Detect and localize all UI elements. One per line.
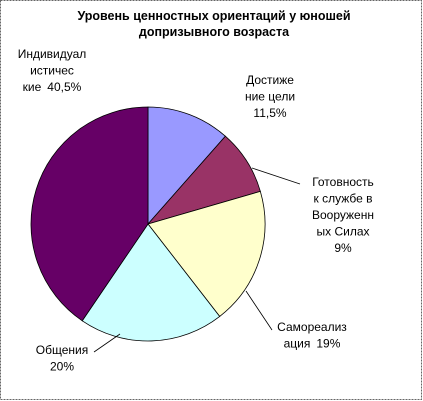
- slice-label: Индивидуал истичес кие: [18, 47, 87, 94]
- slice-label: Достиже ние цели: [245, 73, 295, 104]
- pie-slice: [30, 106, 149, 322]
- leader-line: [93, 333, 121, 353]
- value-label: 11,5%: [253, 106, 286, 120]
- value-label: 9%: [334, 241, 352, 255]
- pie-slice: [147, 106, 226, 226]
- value-label: 19%: [316, 337, 340, 351]
- leader-line: [245, 290, 273, 331]
- slice-label: Самореализ ация: [277, 320, 347, 351]
- chart-title: Уровень ценностных ориентаций у юношей до…: [77, 9, 350, 39]
- value-label: 20%: [50, 360, 74, 374]
- leader-line: [251, 167, 301, 185]
- pie-slice: [147, 190, 266, 318]
- slice-label: Готовность к службе в Вооруженн ых Силах: [312, 175, 374, 239]
- slice-label: Общения: [36, 343, 88, 357]
- pie-slice: [81, 223, 221, 342]
- value-label: 40,5%: [47, 80, 81, 94]
